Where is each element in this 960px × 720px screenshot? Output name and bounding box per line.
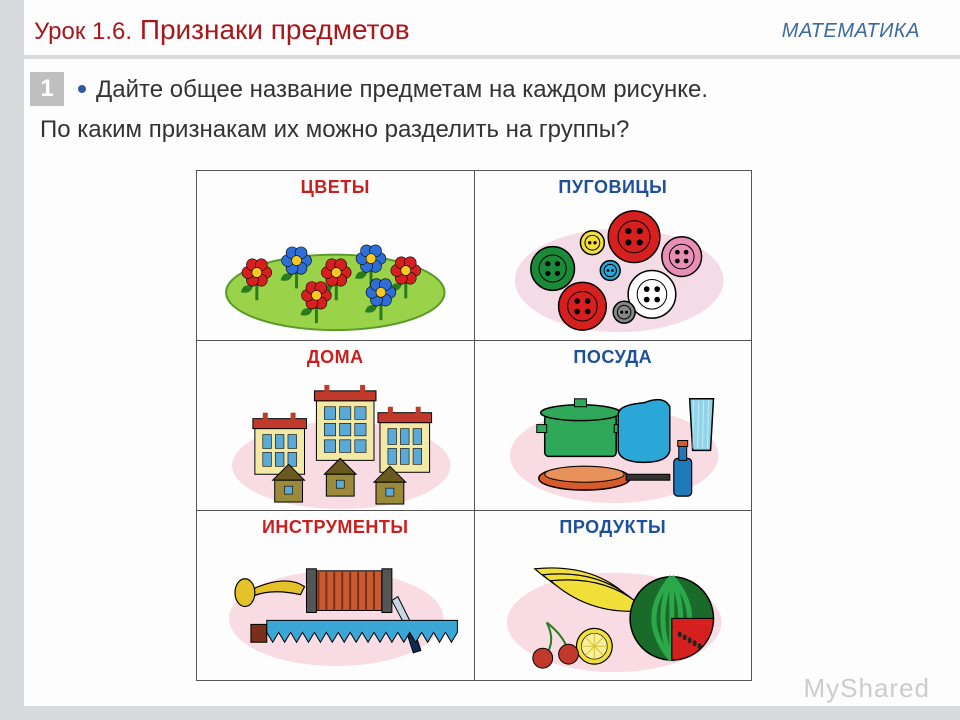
cell-houses: ДОМА	[197, 341, 475, 511]
illustration-flowers	[197, 201, 474, 340]
label-flowers: ЦВЕТЫ	[197, 177, 474, 198]
label-tools: ИНСТРУМЕНТЫ	[197, 517, 474, 538]
watermark: MyShared	[804, 673, 931, 704]
lesson-name: Признаки предметов	[140, 14, 410, 45]
illustration-tools	[197, 541, 474, 680]
category-grid: ЦВЕТЫ ПУГОВИЦЫ ДОМА ПОСУДА ИНСТР	[196, 170, 752, 681]
title-divider	[0, 55, 960, 59]
illustration-dishes	[475, 371, 751, 510]
cell-dishes: ПОСУДА	[474, 341, 751, 511]
cell-flowers: ЦВЕТЫ	[197, 171, 475, 341]
task-number-badge: 1	[30, 72, 64, 106]
bottom-bar	[0, 706, 960, 720]
label-dishes: ПОСУДА	[475, 347, 751, 368]
illustration-houses	[197, 371, 474, 510]
cell-food: ПРОДУКТЫ	[474, 511, 751, 681]
lesson-title: Урок 1.6. Признаки предметов	[34, 14, 410, 46]
task-line-2: По каким признакам их можно разделить на…	[40, 116, 629, 144]
lesson-prefix: Урок 1.6.	[34, 18, 132, 45]
cell-tools: ИНСТРУМЕНТЫ	[197, 511, 475, 681]
left-sidebar	[0, 0, 24, 720]
illustration-food	[475, 541, 751, 680]
subject-label: МАТЕМАТИКА	[782, 20, 920, 43]
cell-buttons: ПУГОВИЦЫ	[474, 171, 751, 341]
illustration-buttons	[475, 201, 751, 340]
label-houses: ДОМА	[197, 347, 474, 368]
bullet-icon	[78, 85, 86, 93]
label-food: ПРОДУКТЫ	[475, 517, 751, 538]
label-buttons: ПУГОВИЦЫ	[475, 177, 751, 198]
task-line-1: Дайте общее название предметам на каждом…	[78, 76, 708, 104]
